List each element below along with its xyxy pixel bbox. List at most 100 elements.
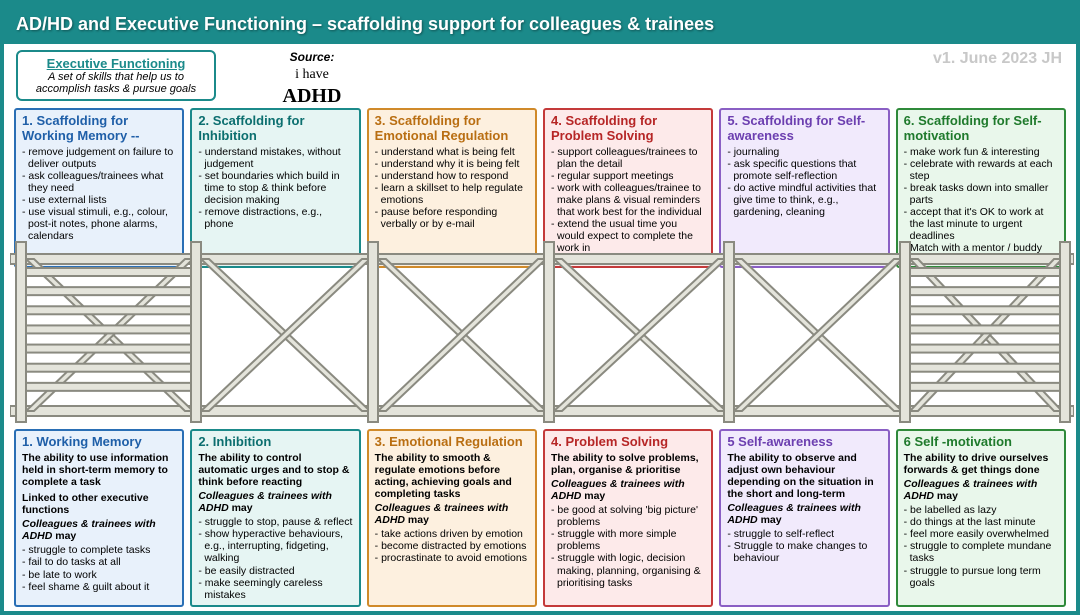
column-subtitle: The ability to control automatic urges a…	[198, 452, 352, 488]
bullet-item: - struggle to complete mundane tasks	[904, 540, 1058, 564]
bullet-list: - take actions driven by emotion- become…	[375, 528, 529, 564]
bullet-item: - do active mindful activities that give…	[727, 182, 881, 218]
column-title: 2. Scaffolding for Inhibition	[198, 114, 352, 144]
scaffolding-box: 1. Scaffolding for Working Memory --- re…	[14, 108, 184, 268]
column-title: 1. Scaffolding for Working Memory --	[22, 114, 176, 144]
bullet-list: - be labelled as lazy- do things at the …	[904, 504, 1058, 588]
bullet-item: - celebrate with rewards at each step	[904, 158, 1058, 182]
scaffolding-box: 3. Scaffolding for Emotional Regulation-…	[367, 108, 537, 268]
column-title: 3. Emotional Regulation	[375, 435, 529, 450]
may-label: Colleagues & trainees with ADHD may	[551, 478, 705, 502]
column-subtitle: The ability to smooth & regulate emotion…	[375, 452, 529, 500]
bullet-item: - understand why it is being felt	[375, 158, 529, 170]
bullet-item: - feel shame & guilt about it	[22, 581, 176, 593]
bullet-item: - break tasks down into small individual…	[551, 254, 705, 268]
scaffolding-box: 4. Scaffolding for Problem Solving- supp…	[543, 108, 713, 268]
column-title: 4. Scaffolding for Problem Solving	[551, 114, 705, 144]
bullet-item: - show hyperactive behaviours, e.g., int…	[198, 528, 352, 564]
bullet-item: - fail to do tasks at all	[22, 556, 176, 568]
bullet-list: - be good at solving 'big picture' probl…	[551, 504, 705, 588]
bullet-item: - take actions driven by emotion	[375, 528, 529, 540]
bullet-item: - struggle to self-reflect	[727, 528, 881, 540]
definition-box: 3. Emotional Regulation The ability to sm…	[367, 429, 537, 607]
definition-box: 5 Self-awareness The ability to observe a…	[719, 429, 889, 607]
column-title: 4. Problem Solving	[551, 435, 705, 450]
bullet-list: - journaling- ask specific questions tha…	[727, 146, 881, 218]
bullet-item: - Match with a mentor / buddy	[904, 242, 1058, 254]
bullet-item: - understand how to respond	[375, 170, 529, 182]
bullet-item: - be easily distracted	[198, 565, 352, 577]
column-title: 3. Scaffolding for Emotional Regulation	[375, 114, 529, 144]
infographic-page: AD/HD and Executive Functioning – scaffo…	[0, 0, 1080, 615]
bullet-item: - support colleagues/trainees to plan th…	[551, 146, 705, 170]
bullet-item: - understand mistakes, without judgement	[198, 146, 352, 170]
definition-box: 4. Problem Solving The ability to solve p…	[543, 429, 713, 607]
bullet-item: - struggle to pursue long term goals	[904, 565, 1058, 589]
may-label: Colleagues & trainees with ADHD may	[375, 502, 529, 526]
scaffolding-box: 2. Scaffolding for Inhibition- understan…	[190, 108, 360, 268]
bullet-item: - become distracted by emotions	[375, 540, 529, 552]
bullet-item: - struggle with logic, decision making, …	[551, 552, 705, 588]
bullet-item: - ask specific questions that promote se…	[727, 158, 881, 182]
scaffolding-box: 6. Scaffolding for Self- motivation- mak…	[896, 108, 1066, 268]
bullet-item: - struggle to stop, pause & reflect	[198, 516, 352, 528]
bullet-item: - extend the usual time you would expect…	[551, 218, 705, 254]
bullet-item: - make seemingly careless mistakes	[198, 577, 352, 601]
bullet-item: - regular support meetings	[551, 170, 705, 182]
bullet-item: - accept that it's OK to work at the las…	[904, 206, 1058, 242]
source-line1: i have	[252, 68, 372, 82]
scaffolding-box: 5. Scaffolding for Self-awareness- journ…	[719, 108, 889, 268]
source-label: Source:	[252, 50, 372, 64]
bullet-item: - struggle with more simple problems	[551, 528, 705, 552]
column-title: 2. Inhibition	[198, 435, 352, 450]
bullet-item: - use external lists	[22, 194, 176, 206]
bullet-list: - struggle to complete tasks- fail to do…	[22, 544, 176, 592]
bullet-item: - feel more easily overwhelmed	[904, 528, 1058, 540]
column-subtitle: The ability to solve problems, plan, org…	[551, 452, 705, 476]
bullet-list: - make work fun & interesting- celebrate…	[904, 146, 1058, 267]
column-subtitle: The ability to use information held in s…	[22, 452, 176, 488]
bullet-item: - use visual stimuli, e.g., colour, post…	[22, 206, 176, 242]
bullet-list: - understand mistakes, without judgement…	[198, 146, 352, 230]
executive-functioning-box: Executive Functioning A set of skills th…	[16, 50, 216, 101]
bullet-item: - set boundaries which build in time to …	[198, 170, 352, 206]
version-label: v1. June 2023 JH	[933, 50, 1062, 68]
top-columns: 1. Scaffolding for Working Memory --- re…	[14, 108, 1066, 268]
bullet-item: - Struggle to make changes to behaviour	[727, 540, 881, 564]
bullet-item: - struggle to complete tasks	[22, 544, 176, 556]
may-label: Colleagues & trainees with ADHD may	[727, 502, 881, 526]
bullet-list: - struggle to stop, pause & reflect- sho…	[198, 516, 352, 600]
may-label: Colleagues & trainees with ADHD may	[904, 478, 1058, 502]
bullet-item: - work with colleagues/trainee to make p…	[551, 182, 705, 218]
definition-box: 1. Working Memory The ability to use info…	[14, 429, 184, 607]
bottom-columns: 1. Working Memory The ability to use info…	[14, 429, 1066, 607]
page-title: AD/HD and Executive Functioning – scaffo…	[16, 14, 714, 35]
bullet-item: - do things at the last minute	[904, 516, 1058, 528]
column-subtitle: The ability to observe and adjust own be…	[727, 452, 881, 500]
ef-title: Executive Functioning	[26, 56, 206, 71]
ef-desc: A set of skills that help us to accompli…	[26, 71, 206, 95]
bullet-item: - make work fun & interesting	[904, 146, 1058, 158]
column-title: 5 Self-awareness	[727, 435, 881, 450]
column-title: 5. Scaffolding for Self-awareness	[727, 114, 881, 144]
bullet-list: - struggle to self-reflect- Struggle to …	[727, 528, 881, 564]
bullet-item: - Offer coaching	[904, 254, 1058, 266]
bullet-item: - break tasks down into smaller parts	[904, 182, 1058, 206]
column-subtitle: The ability to drive ourselves forwards …	[904, 452, 1058, 476]
bullet-item: - remove distractions, e.g., phone	[198, 206, 352, 230]
bullet-item: - learn a skillset to help regulate emot…	[375, 182, 529, 206]
bullet-list: - understand what is being felt- underst…	[375, 146, 529, 230]
bullet-item: - pause before responding verbally or by…	[375, 206, 529, 230]
header-bar: AD/HD and Executive Functioning – scaffo…	[4, 4, 1076, 44]
may-label: Colleagues & trainees with ADHD may	[198, 490, 352, 514]
bullet-list: - support colleagues/trainees to plan th…	[551, 146, 705, 268]
definition-box: 2. Inhibition The ability to control auto…	[190, 429, 360, 607]
bullet-item: - be labelled as lazy	[904, 504, 1058, 516]
source-line2: ADHD	[252, 86, 372, 106]
linked-note: Linked to other executive functions	[22, 492, 176, 516]
may-label: Colleagues & trainees with ADHD may	[22, 518, 176, 542]
bullet-item: - remove judgement on failure to deliver…	[22, 146, 176, 170]
definition-box: 6 Self -motivationThe ability to drive o…	[896, 429, 1066, 607]
bullet-item: - journaling	[727, 146, 881, 158]
column-title: 1. Working Memory	[22, 435, 176, 450]
